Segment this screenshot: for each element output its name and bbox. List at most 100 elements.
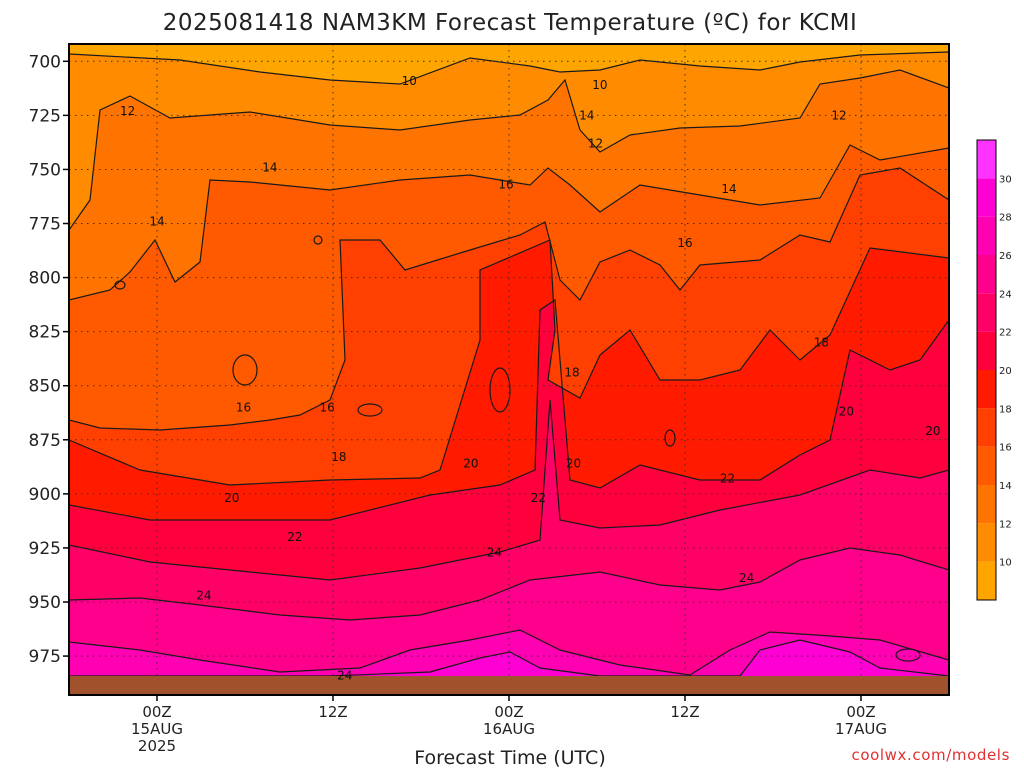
y-tick-label: 800 — [29, 269, 61, 289]
contour-labels: 10 10 12 12 12 14 14 14 14 16 16 16 16 18 18 18 20 20 20 20… — [120, 74, 940, 683]
contour-label: 24 — [196, 589, 211, 603]
contour-loop — [357, 403, 383, 417]
contour-label: 24 — [337, 669, 352, 683]
x-tick-label: 00Z — [142, 703, 171, 721]
credit-link[interactable]: coolwx.com/models — [852, 746, 1011, 764]
contour-label: 14 — [149, 214, 164, 228]
y-tick-label: 825 — [29, 323, 61, 343]
colorbar-swatch — [977, 331, 996, 370]
contour-22 — [69, 399, 949, 581]
grid-lines — [69, 44, 949, 695]
contour-label: 16 — [677, 236, 692, 250]
colorbar-swatch — [977, 216, 996, 255]
band-below-10 — [69, 44, 949, 84]
x-tick-label: 00Z — [846, 703, 875, 721]
colorbar-swatch — [977, 178, 996, 217]
contour-12 — [69, 69, 949, 231]
y-tick-label: 875 — [29, 431, 61, 451]
colorbar: 10 12 14 16 18 20 22 24 26 28 30 — [976, 139, 1012, 601]
colorbar-swatch — [977, 370, 996, 409]
contour-label: 22 — [720, 472, 735, 486]
x-tick-label: 12Z — [670, 703, 699, 721]
plot-area: 10 10 12 12 12 14 14 14 14 16 16 16 16 18 18 18 20 20 20 20… — [69, 44, 949, 695]
contour-label: 12 — [120, 104, 135, 118]
contour-label: 16 — [498, 178, 513, 192]
contour-label: 10 — [402, 74, 417, 88]
colorbar-label: 22 — [999, 328, 1012, 339]
contour-24 — [69, 547, 949, 621]
contour-loop — [895, 648, 921, 662]
y-tick-label: 975 — [29, 647, 61, 667]
contour-label: 14 — [262, 160, 277, 174]
contour-label: 20 — [925, 424, 940, 438]
colorbar-label: 26 — [999, 251, 1012, 262]
contour-loop — [313, 235, 323, 245]
colorbar-swatch — [977, 140, 996, 179]
colorbar-label: 16 — [999, 443, 1012, 454]
x-tick-label: 00Z — [494, 703, 523, 721]
contour-label: 10 — [592, 78, 607, 92]
colorbar-label: 20 — [999, 366, 1012, 377]
contour-label: 18 — [564, 366, 579, 380]
contour-26 — [69, 629, 949, 676]
band-below-12 — [69, 44, 949, 230]
ground-surface — [69, 676, 949, 695]
contour-label: 20 — [839, 405, 854, 419]
contour-14 — [69, 144, 949, 301]
colorbar-label: 30 — [999, 174, 1012, 185]
contour-lines — [69, 51, 949, 677]
contour-label: 14 — [579, 108, 594, 122]
contour-loop — [489, 367, 511, 413]
colorbar-swatch — [977, 408, 996, 447]
y-tick-label: 750 — [29, 160, 61, 180]
colorbar-swatch — [977, 523, 996, 562]
contour-label: 22 — [531, 491, 546, 505]
x-tick-label: 15AUG — [131, 720, 183, 738]
chart-title: 2025081418 NAM3KM Forecast Temperature (… — [163, 10, 858, 36]
colorbar-swatch — [977, 485, 996, 524]
x-tick-label: 17AUG — [835, 720, 887, 738]
y-tick-label: 725 — [29, 106, 61, 126]
y-tick-label: 900 — [29, 485, 61, 505]
contour-label: 24 — [487, 545, 502, 559]
x-tick-label: 16AUG — [483, 720, 535, 738]
contour-label: 16 — [236, 400, 251, 414]
colorbar-swatch — [977, 446, 996, 485]
colorbar-swatch — [977, 561, 996, 600]
x-axis-title: Forecast Time (UTC) — [414, 747, 605, 768]
contour-18 — [69, 239, 949, 486]
x-tick-label: 12Z — [318, 703, 347, 721]
y-tick-label: 925 — [29, 539, 61, 559]
colorbar-label: 28 — [999, 213, 1012, 224]
colorbar-frame — [976, 139, 997, 601]
contour-label: 14 — [721, 182, 736, 196]
contour-label: 24 — [739, 571, 754, 585]
contour-label: 18 — [814, 335, 829, 349]
contour-label: 16 — [319, 400, 334, 414]
contour-label: 20 — [463, 457, 478, 471]
colorbar-label: 24 — [999, 289, 1012, 300]
contour-label: 12 — [588, 136, 603, 150]
contour-20 — [69, 298, 949, 521]
colorbar-label: 14 — [999, 481, 1012, 492]
contour-label: 22 — [287, 530, 302, 544]
contour-label: 12 — [831, 108, 846, 122]
contour-label: 20 — [224, 491, 239, 505]
colorbar-label: 12 — [999, 519, 1012, 530]
y-tick-label: 950 — [29, 593, 61, 613]
contour-16 — [69, 167, 949, 431]
y-tick-label: 775 — [29, 215, 61, 235]
colorbar-label: 10 — [999, 558, 1012, 569]
contour-loop — [664, 429, 676, 447]
contour-10 — [69, 51, 949, 85]
contour-label: 20 — [566, 457, 581, 471]
y-axis: 700 725 750 775 800 825 850 875 900 925 950 975 — [29, 52, 69, 667]
contour-loop — [232, 354, 258, 386]
y-tick-label: 850 — [29, 377, 61, 397]
contour-28 — [69, 639, 949, 677]
x-tick-label: 2025 — [138, 737, 176, 755]
contour-label: 18 — [331, 450, 346, 464]
contour-loop — [114, 280, 126, 290]
